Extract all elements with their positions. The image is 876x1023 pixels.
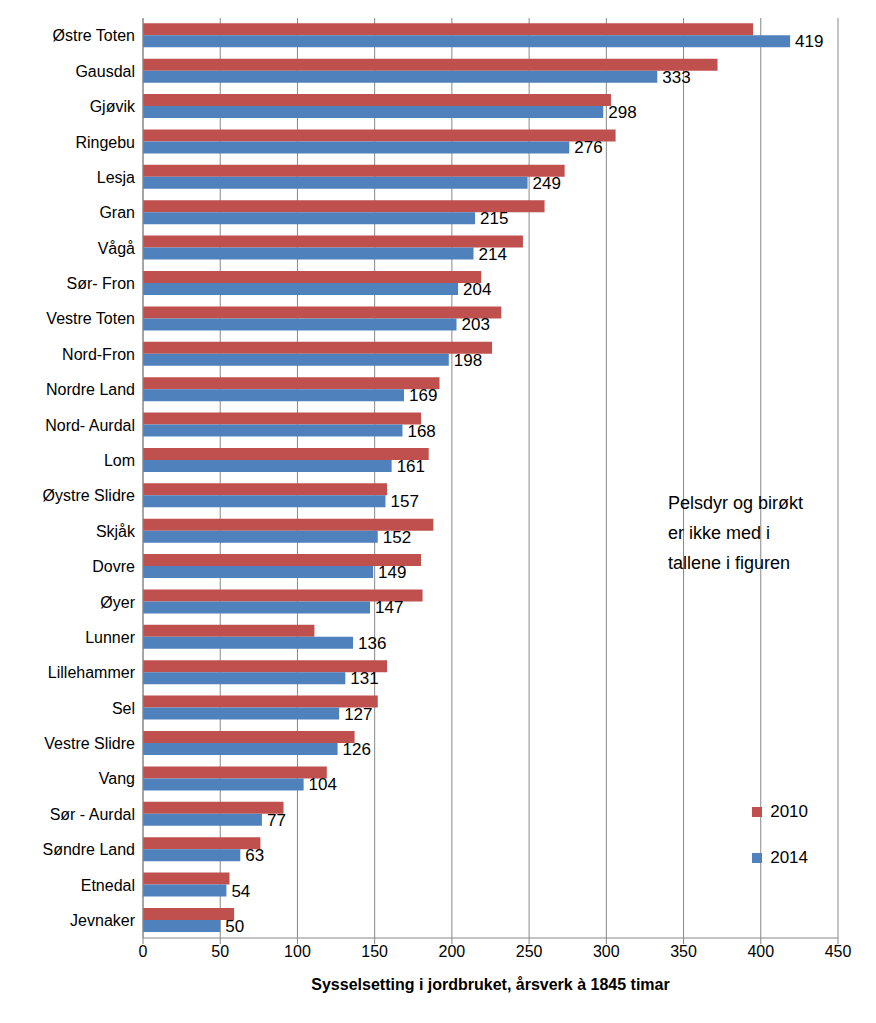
svg-text:0: 0 bbox=[139, 943, 148, 960]
svg-text:Vestre Toten: Vestre Toten bbox=[46, 310, 135, 327]
svg-text:Øyer: Øyer bbox=[100, 594, 135, 611]
svg-text:Sør - Aurdal: Sør - Aurdal bbox=[50, 806, 135, 823]
svg-text:Lunner: Lunner bbox=[85, 629, 135, 646]
svg-text:203: 203 bbox=[462, 315, 490, 334]
svg-text:276: 276 bbox=[574, 138, 602, 157]
svg-text:Gran: Gran bbox=[99, 204, 135, 221]
svg-text:Jevnaker: Jevnaker bbox=[70, 912, 136, 929]
svg-text:Dovre: Dovre bbox=[92, 558, 135, 575]
svg-text:198: 198 bbox=[454, 351, 482, 370]
svg-text:Nordre Land: Nordre Land bbox=[46, 381, 135, 398]
svg-text:249: 249 bbox=[533, 174, 561, 193]
svg-text:Skjåk: Skjåk bbox=[96, 523, 136, 540]
svg-text:168: 168 bbox=[407, 422, 435, 441]
svg-text:214: 214 bbox=[479, 245, 507, 264]
svg-text:100: 100 bbox=[284, 943, 311, 960]
svg-text:63: 63 bbox=[245, 846, 264, 865]
svg-text:152: 152 bbox=[383, 528, 411, 547]
svg-text:Gausdal: Gausdal bbox=[75, 63, 135, 80]
svg-text:Nord- Aurdal: Nord- Aurdal bbox=[45, 417, 135, 434]
svg-text:Sel: Sel bbox=[112, 700, 135, 717]
svg-text:Østre Toten: Østre Toten bbox=[53, 27, 135, 44]
svg-text:215: 215 bbox=[480, 209, 508, 228]
svg-text:350: 350 bbox=[670, 943, 697, 960]
svg-text:Lesja: Lesja bbox=[97, 169, 135, 186]
svg-text:Sør- Fron: Sør- Fron bbox=[67, 275, 135, 292]
svg-text:Etnedal: Etnedal bbox=[81, 877, 135, 894]
svg-text:Søndre Land: Søndre Land bbox=[42, 841, 135, 858]
svg-text:Nord-Fron: Nord-Fron bbox=[62, 346, 135, 363]
svg-text:127: 127 bbox=[344, 705, 372, 724]
svg-text:Øystre Slidre: Øystre Slidre bbox=[43, 487, 136, 504]
svg-text:200: 200 bbox=[439, 943, 466, 960]
svg-text:126: 126 bbox=[343, 740, 371, 759]
svg-text:150: 150 bbox=[361, 943, 388, 960]
svg-text:Lillehammer: Lillehammer bbox=[48, 664, 136, 681]
svg-text:149: 149 bbox=[378, 563, 406, 582]
svg-text:298: 298 bbox=[608, 103, 636, 122]
svg-text:157: 157 bbox=[390, 492, 418, 511]
svg-text:Sysselsetting i jordbruket, år: Sysselsetting i jordbruket, årsverk à 18… bbox=[311, 976, 669, 993]
svg-text:Vang: Vang bbox=[99, 770, 135, 787]
svg-text:147: 147 bbox=[375, 598, 403, 617]
svg-text:Gjøvik: Gjøvik bbox=[90, 98, 136, 115]
svg-text:104: 104 bbox=[309, 775, 337, 794]
svg-text:131: 131 bbox=[350, 669, 378, 688]
svg-text:169: 169 bbox=[409, 386, 437, 405]
svg-text:333: 333 bbox=[662, 68, 690, 87]
svg-text:Ringebu: Ringebu bbox=[75, 134, 135, 151]
svg-text:Lom: Lom bbox=[104, 452, 135, 469]
svg-text:161: 161 bbox=[397, 457, 425, 476]
svg-text:419: 419 bbox=[795, 32, 823, 51]
svg-text:450: 450 bbox=[825, 943, 852, 960]
svg-text:400: 400 bbox=[747, 943, 774, 960]
svg-text:136: 136 bbox=[358, 634, 386, 653]
svg-text:204: 204 bbox=[463, 280, 491, 299]
html-text:Pelsdyr og birøkt er ikke med: Pelsdyr og birøkt er ikke med i tallene … bbox=[668, 493, 803, 573]
svg-text:50: 50 bbox=[225, 917, 244, 936]
svg-text:54: 54 bbox=[231, 882, 250, 901]
svg-text:Vågå: Vågå bbox=[98, 240, 135, 257]
html-text:2010: 2010 bbox=[770, 802, 808, 821]
svg-text:250: 250 bbox=[516, 943, 543, 960]
svg-text:50: 50 bbox=[211, 943, 229, 960]
svg-text:Vestre Slidre: Vestre Slidre bbox=[44, 735, 135, 752]
svg-text:77: 77 bbox=[267, 811, 286, 830]
html-text:2014: 2014 bbox=[770, 848, 808, 867]
svg-text:300: 300 bbox=[593, 943, 620, 960]
